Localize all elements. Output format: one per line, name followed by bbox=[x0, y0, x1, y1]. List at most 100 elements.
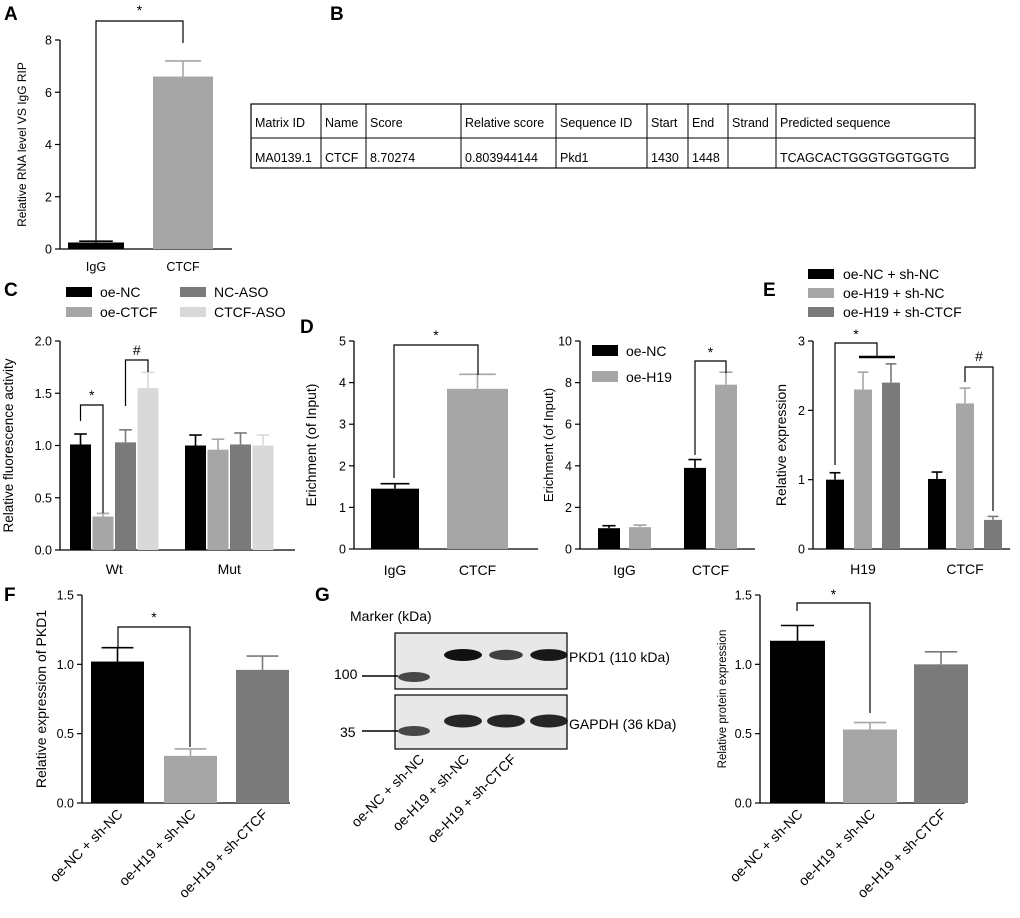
y-tick-label: 8 bbox=[45, 34, 52, 48]
bar bbox=[91, 661, 144, 803]
table-cell: 1448 bbox=[692, 151, 720, 165]
x-tick-label: Wt bbox=[106, 561, 123, 577]
x-tick-label: oe-NC + sh-NC bbox=[46, 806, 125, 885]
legend-swatch bbox=[180, 307, 206, 317]
chart-a: 0 2 4 6 8 Relative RNA level VS IgG RIP IgG CTC… bbox=[15, 2, 232, 274]
bar bbox=[252, 445, 274, 550]
significance-bracket bbox=[95, 20, 184, 241]
y-tick-label: 0.0 bbox=[57, 797, 74, 811]
panel-letter-a: A bbox=[4, 4, 18, 25]
marker-label-100: 100 bbox=[334, 666, 358, 682]
x-tick-label: CTCF bbox=[459, 562, 496, 578]
y-axis-label: Relative expression of PKD1 bbox=[33, 610, 49, 788]
pkd1-band bbox=[444, 649, 482, 661]
legend-label: oe-NC + sh-NC bbox=[843, 266, 939, 282]
gapdh-band bbox=[487, 714, 525, 728]
bar bbox=[92, 516, 114, 550]
lane-label: oe-H19 + sh-CTCF bbox=[424, 751, 519, 846]
bar bbox=[70, 444, 91, 550]
gapdh-band bbox=[444, 714, 482, 728]
table-header-cell: Sequence ID bbox=[560, 116, 632, 130]
table-header-cell: End bbox=[692, 116, 714, 130]
bar bbox=[115, 442, 136, 550]
marker-label-35: 35 bbox=[340, 724, 356, 740]
table-cell: 8.70274 bbox=[370, 151, 415, 165]
panel-letter-b: B bbox=[330, 4, 344, 25]
legend-swatch bbox=[66, 287, 92, 297]
table-header-cell: Start bbox=[651, 116, 678, 130]
legend-label: oe-H19 + sh-CTCF bbox=[843, 304, 962, 320]
y-tick-label: 8 bbox=[565, 376, 572, 390]
significance-label: # bbox=[133, 342, 141, 358]
legend-swatch bbox=[66, 307, 92, 317]
y-tick-label: 0 bbox=[45, 243, 52, 257]
y-tick-label: 0 bbox=[339, 543, 346, 557]
table-cell: TCAGCACTGGGTGGTGGTG bbox=[780, 151, 949, 165]
y-tick-label: 2 bbox=[339, 459, 346, 473]
legend-swatch bbox=[808, 307, 834, 317]
chart-g: 0.0 0.5 1.0 1.5 Relative protein expression o… bbox=[717, 586, 968, 901]
x-tick-label: IgG bbox=[384, 562, 407, 578]
y-tick-label: 1 bbox=[798, 473, 805, 487]
y-tick-label: 6 bbox=[45, 86, 52, 100]
y-tick-label: 3 bbox=[339, 418, 346, 432]
legend-label: CTCF-ASO bbox=[214, 304, 286, 320]
bar bbox=[715, 384, 737, 549]
y-axis-label: Erichment (of Input) bbox=[541, 388, 556, 502]
x-tick-label: CTCF bbox=[166, 260, 200, 274]
bar bbox=[826, 479, 844, 549]
x-tick-label: IgG bbox=[86, 260, 106, 274]
y-tick-label: 2 bbox=[798, 404, 805, 418]
y-tick-label: 10 bbox=[558, 335, 572, 349]
pkd1-band bbox=[530, 649, 568, 661]
legend-swatch bbox=[592, 371, 618, 382]
marker-title: Marker (kDa) bbox=[350, 608, 432, 624]
y-tick-label: 4 bbox=[565, 459, 572, 473]
y-tick-label: 3 bbox=[798, 335, 805, 349]
legend-label: oe-H19 + sh-NC bbox=[843, 285, 945, 301]
y-tick-label: 6 bbox=[565, 418, 572, 432]
bar bbox=[185, 445, 206, 550]
y-tick-label: 1.5 bbox=[35, 387, 52, 401]
legend-label: oe-NC bbox=[100, 284, 140, 300]
x-tick-label: IgG bbox=[613, 562, 636, 578]
significance-bracket bbox=[796, 602, 871, 713]
chart-f: 0.0 0.5 1.0 1.5 Relative expression of PKD1 o… bbox=[33, 589, 290, 901]
panel-letter-g: G bbox=[315, 585, 330, 606]
table-header-cell: Strand bbox=[732, 116, 769, 130]
bar bbox=[854, 389, 872, 549]
y-axis-label: Relative expression bbox=[773, 384, 789, 506]
bar bbox=[984, 519, 1002, 549]
legend-label: oe-NC bbox=[626, 343, 666, 359]
chart-d-right: 0 2 4 6 8 10 Erichment (of Input) IgG CTCF oe-NC o… bbox=[541, 335, 755, 578]
chart-c: 0.0 0.5 1.0 1.5 2.0 Relative fluorescence act… bbox=[1, 284, 295, 577]
x-tick-label: Mut bbox=[218, 561, 241, 577]
panel-letter-d: D bbox=[300, 317, 314, 338]
y-tick-label: 1.5 bbox=[735, 589, 752, 603]
table-header-cell: Score bbox=[370, 116, 403, 130]
bar bbox=[629, 527, 651, 549]
table-cell: MA0139.1 bbox=[255, 151, 312, 165]
x-tick-label: oe-H19 + sh-NC bbox=[795, 806, 878, 889]
y-tick-label: 4 bbox=[339, 376, 346, 390]
y-tick-label: 0.5 bbox=[735, 727, 752, 741]
band-label-gapdh: GAPDH (36 kDa) bbox=[569, 716, 676, 732]
bar bbox=[137, 388, 159, 550]
y-axis-label: Erichment (of Input) bbox=[303, 384, 319, 507]
table-b: Matrix ID Name Score Relative score Sequence… bbox=[250, 103, 976, 169]
bar bbox=[153, 76, 213, 249]
x-tick-label: H19 bbox=[850, 561, 876, 577]
gapdh-band bbox=[530, 714, 568, 728]
bar bbox=[843, 729, 897, 803]
y-tick-label: 5 bbox=[339, 335, 346, 349]
x-tick-label: oe-NC + sh-NC bbox=[726, 806, 805, 885]
table-cell: Pkd1 bbox=[560, 151, 589, 165]
table-border bbox=[250, 103, 976, 169]
significance-label: * bbox=[433, 327, 439, 343]
marker-band-100 bbox=[398, 672, 430, 682]
legend-label: oe-CTCF bbox=[100, 304, 158, 320]
bar bbox=[928, 478, 946, 549]
table-cell: 1430 bbox=[651, 151, 679, 165]
panel-letter-f: F bbox=[4, 585, 16, 606]
y-tick-label: 2.0 bbox=[35, 335, 52, 349]
